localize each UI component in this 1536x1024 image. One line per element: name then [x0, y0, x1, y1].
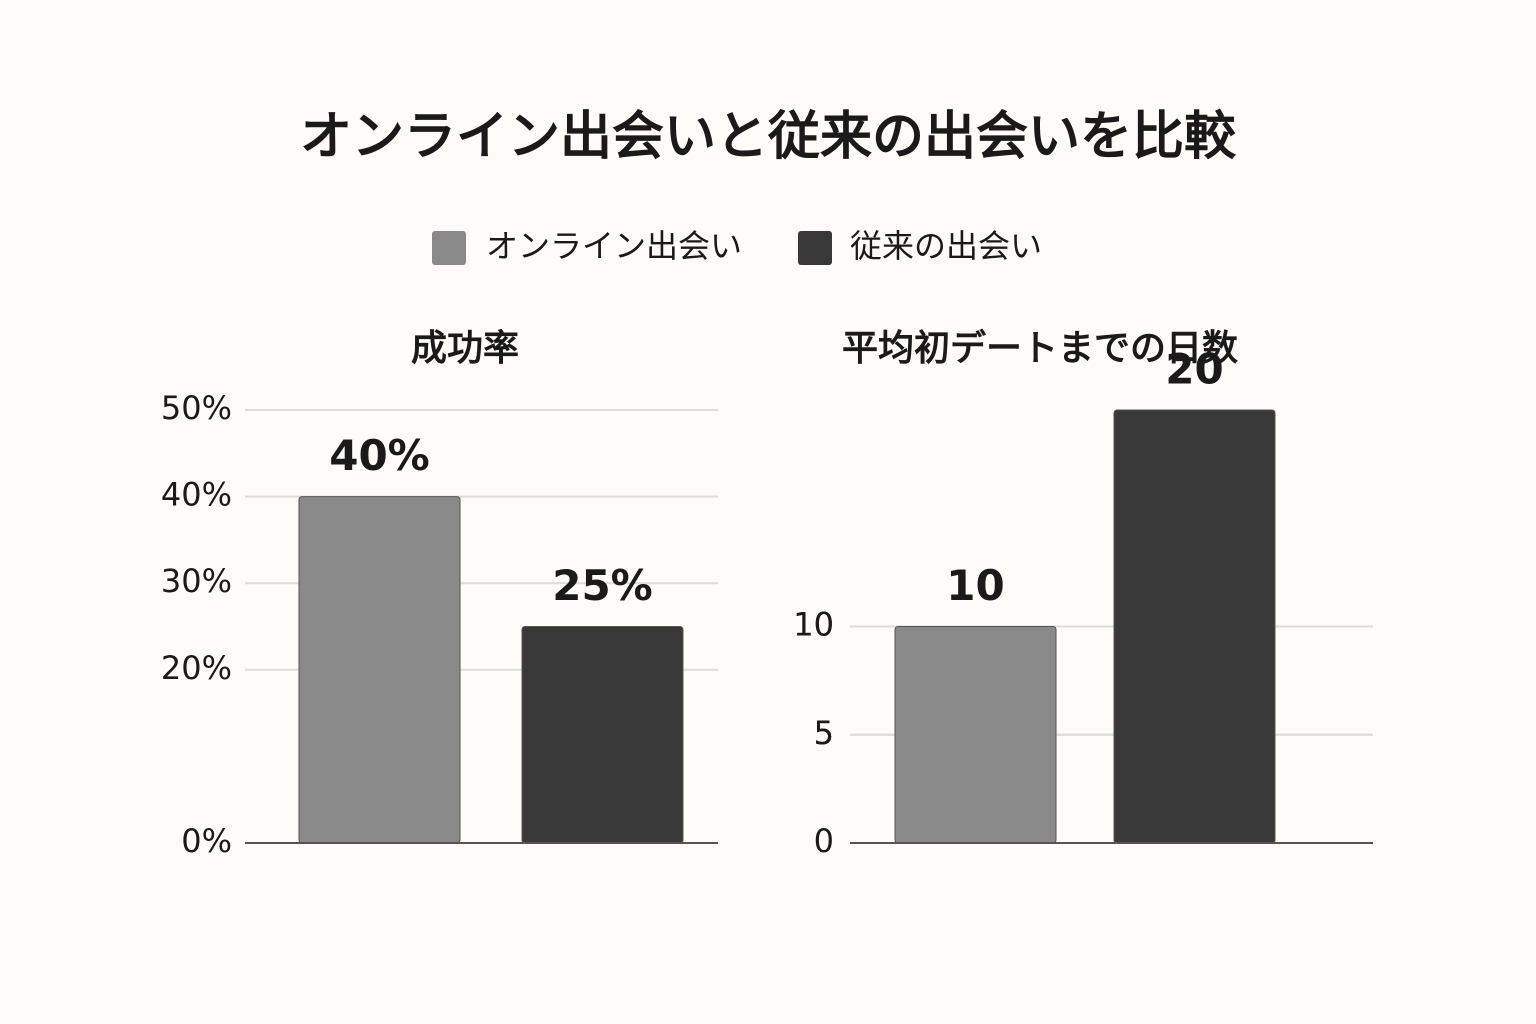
- data-label: 25%: [552, 561, 653, 610]
- legend-label: オンライン出会い: [486, 227, 742, 265]
- y-tick-label: 0: [814, 822, 834, 860]
- y-tick-label: 5: [814, 714, 834, 752]
- bar: [1113, 409, 1276, 844]
- data-label: 20: [1165, 345, 1223, 394]
- y-tick-label: 5: [814, 714, 834, 752]
- chart-title: 成功率: [411, 328, 519, 369]
- page-title: オンライン出会いと従来の出会いを比較: [300, 107, 1237, 167]
- chart-title: 平均初デートまでの日数: [842, 327, 1238, 369]
- data-label: 10: [946, 561, 1004, 610]
- y-tick-label: 50%: [161, 389, 232, 427]
- y-tick-label: 0%: [181, 822, 232, 860]
- legend-label: 従来の出会い: [850, 227, 1042, 265]
- bar: [894, 626, 1057, 844]
- bar: [521, 626, 684, 844]
- legend-swatch: [798, 231, 832, 265]
- y-tick-label: 10: [793, 606, 834, 644]
- bar: [298, 496, 461, 844]
- y-tick-label: 40%: [161, 476, 232, 514]
- legend-swatch: [432, 231, 466, 265]
- data-label: 40%: [329, 431, 430, 480]
- y-tick-label: 30%: [161, 562, 232, 600]
- y-tick-label: 10: [793, 606, 834, 644]
- y-tick-label: 20%: [161, 649, 232, 687]
